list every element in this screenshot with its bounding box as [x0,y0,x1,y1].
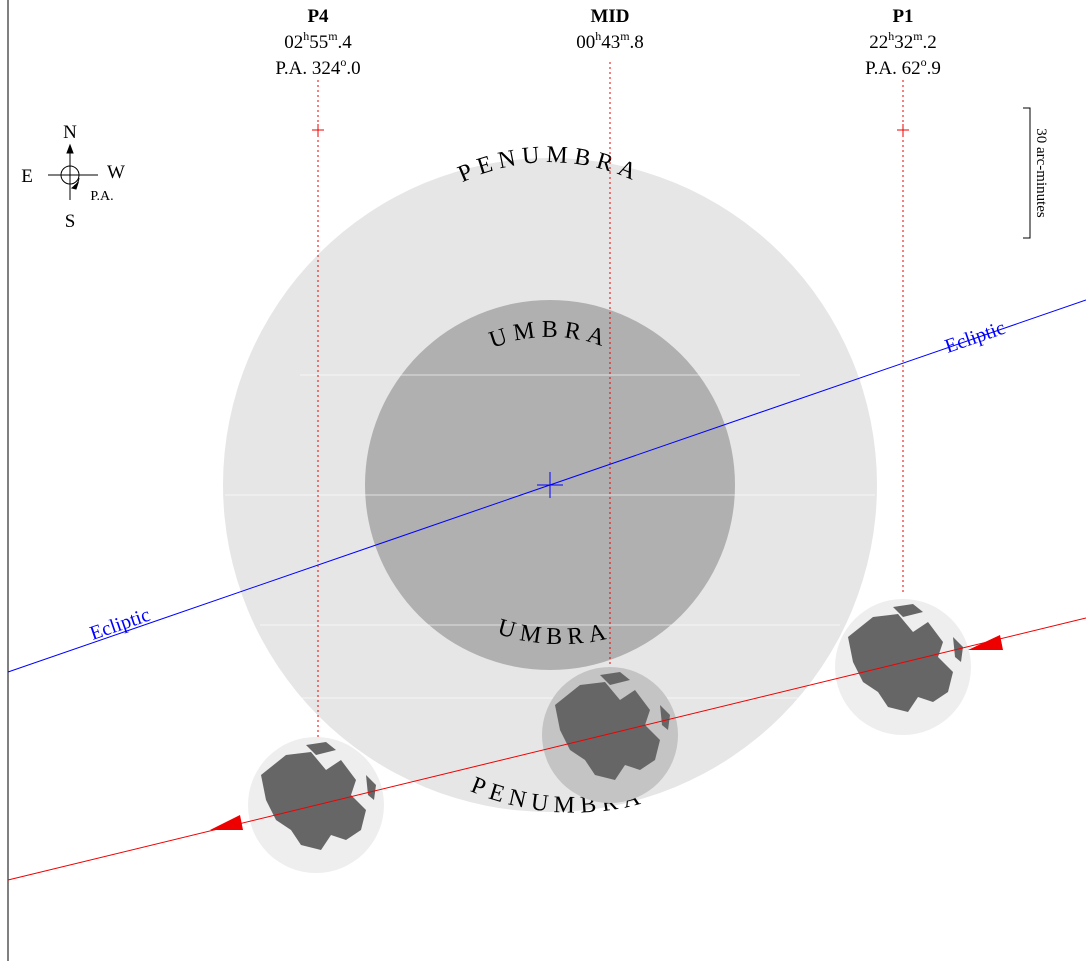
shadow-center [537,472,563,498]
scale-label: 30 arc-minutes [1033,128,1049,218]
direction-arrow [968,635,1003,650]
moon [835,599,971,735]
moon [542,667,678,803]
ecliptic-label: Ecliptic [87,604,153,645]
time-part: h [888,29,894,43]
time-part: .2 [923,32,937,53]
contact-pa: P.A. 324o.0 [275,55,360,79]
time-part: 00 [576,32,595,53]
scale-bar [1023,107,1031,239]
pa-part: o [340,55,346,69]
direction-arrow [210,815,243,830]
contact-name: MID [590,6,629,27]
pa-part: .9 [927,58,941,79]
time-part: .4 [338,32,353,53]
time-part: 43 [601,32,620,53]
compass-pa: P.A. [90,189,113,204]
compass [48,143,98,200]
contact-name: P4 [307,6,329,27]
time-part: .8 [630,32,644,53]
time-part: 55 [309,32,328,53]
contact-time: 02h55m.4 [284,29,352,53]
compass-n: N [63,122,77,143]
contact-name: P1 [892,6,913,27]
time-part: m [620,29,630,43]
time-part: 22 [869,32,888,53]
time-part: m [328,29,338,43]
compass-s: S [65,211,76,232]
contact-time: 22h32m.2 [869,29,937,53]
contact-time: 00h43m.8 [576,29,644,53]
contact-marks [312,124,909,136]
pa-part: o [921,55,927,69]
time-part: m [913,29,923,43]
time-part: 32 [894,32,913,53]
pa-part: P.A. 324 [275,58,340,79]
ecliptic-label: Ecliptic [942,317,1008,358]
compass-w: W [107,162,125,183]
compass-e: E [21,166,33,187]
moon-path [7,617,1086,881]
pa-part: .0 [346,58,360,79]
contact-pa: P.A. 62o.9 [865,55,941,79]
contact-lines [317,62,904,740]
pa-part: P.A. 62 [865,58,920,79]
ecliptic [7,299,1086,673]
time-part: 02 [284,32,303,53]
time-part: h [303,29,309,43]
time-part: h [595,29,601,43]
